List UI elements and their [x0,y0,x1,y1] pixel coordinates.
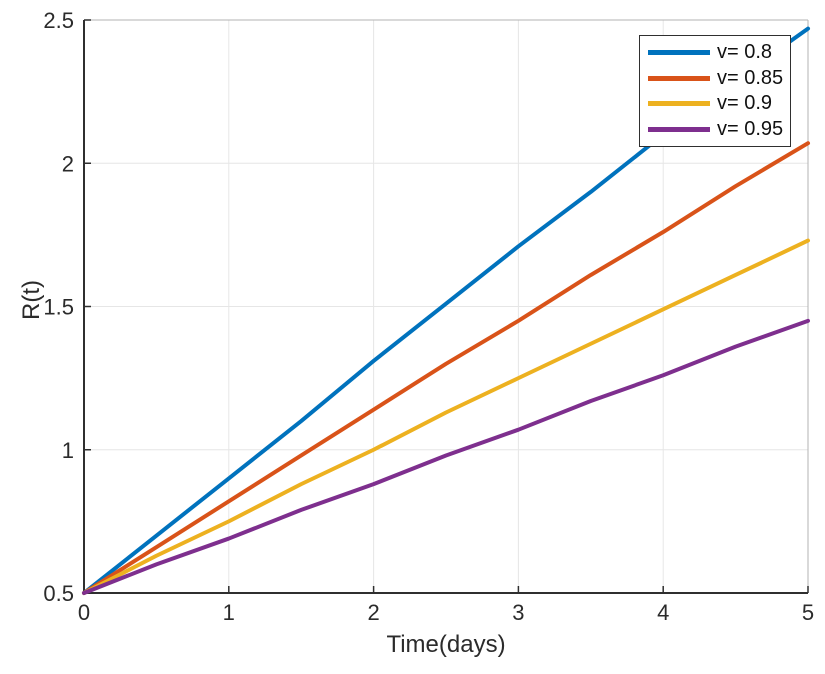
x-tick-label: 2 [367,600,379,625]
legend-label: v= 0.9 [717,92,773,115]
legend-label: v= 0.8 [717,41,773,64]
y-tick-label: 2 [62,151,74,176]
x-tick-label: 3 [512,600,524,625]
x-tick-label: 1 [223,600,235,625]
x-tick-label: 4 [657,600,669,625]
y-tick-label: 1 [62,438,74,463]
legend-row: v= 0.85 [640,66,790,90]
legend-row: v= 0.8 [640,41,790,65]
legend-line-swatch [648,50,710,56]
y-tick-label: 1.5 [43,295,74,320]
x-tick-label: 5 [802,600,814,625]
legend-line-swatch [648,101,710,107]
legend-line-swatch [648,126,710,132]
y-axis-label: R(t) [18,280,45,320]
y-tick-label: 0.5 [43,581,74,606]
legend-label: v= 0.85 [717,66,784,89]
series-line-2 [82,238,810,595]
legend: v= 0.8 v= 0.85 v= 0.9 v= 0.95 [639,35,791,147]
legend-line-swatch [648,75,710,81]
legend-row: v= 0.9 [640,92,790,116]
y-tick-label: 2.5 [43,8,74,33]
series-line-1 [82,141,810,595]
series-line-3 [82,318,810,595]
legend-label: v= 0.95 [717,117,784,140]
legend-row: v= 0.95 [640,117,790,141]
x-tick-label: 0 [78,600,90,625]
x-axis-label: Time(days) [386,631,506,658]
